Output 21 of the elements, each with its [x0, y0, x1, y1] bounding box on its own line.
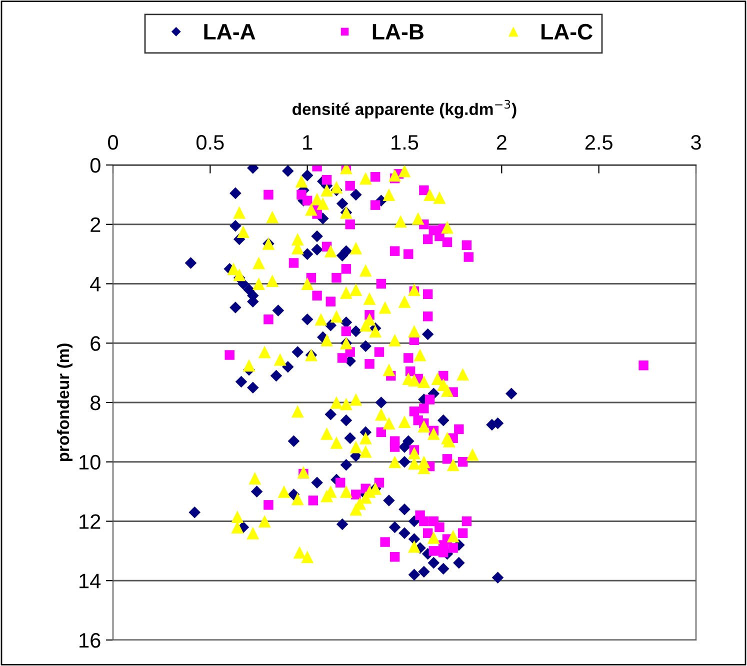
y-tick-label: 6	[90, 336, 100, 351]
y-tick-label: 2	[90, 217, 100, 232]
x-tick-label: 1	[303, 135, 312, 150]
y-tick-label: 16	[80, 633, 100, 648]
legend-label: LA-B	[372, 24, 424, 40]
y-tick-label: 4	[90, 276, 101, 292]
y-tick-label: 0	[90, 158, 100, 173]
x-tick-label: 3	[691, 135, 701, 150]
x-tick-label: 0.5	[196, 135, 224, 150]
x-tick-label: 1.5	[392, 135, 418, 150]
y-tick-label: 14	[80, 574, 101, 588]
y-axis-title: profondeur (m)	[56, 344, 72, 462]
x-tick-label: 2.5	[585, 135, 612, 150]
x-tick-label: 0	[108, 135, 118, 150]
y-tick-label: 8	[90, 396, 100, 410]
legend-label: LA-C	[542, 24, 592, 40]
x-tick-label: 2	[496, 135, 506, 150]
y-tick-label: 12	[80, 514, 100, 529]
legend-label: LA-A	[204, 24, 256, 40]
y-tick-label: 10	[80, 454, 100, 470]
x-axis-title: densité apparente (kg.dm$^{−3}$)	[292, 100, 516, 118]
